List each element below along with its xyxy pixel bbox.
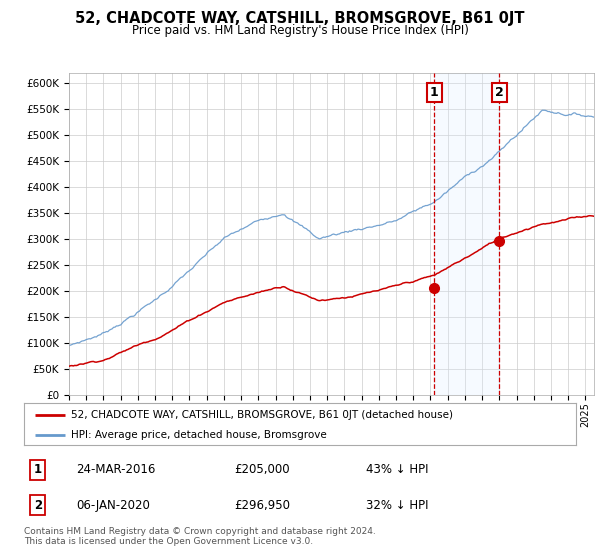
Text: HPI: Average price, detached house, Bromsgrove: HPI: Average price, detached house, Brom… <box>71 430 326 440</box>
Text: 1: 1 <box>430 86 439 99</box>
Text: 32% ↓ HPI: 32% ↓ HPI <box>366 499 429 512</box>
Text: 2: 2 <box>495 86 504 99</box>
Text: £205,000: £205,000 <box>234 463 289 476</box>
Bar <box>434 73 499 395</box>
Text: 06-JAN-2020: 06-JAN-2020 <box>76 499 151 512</box>
Text: 43% ↓ HPI: 43% ↓ HPI <box>366 463 429 476</box>
Text: £296,950: £296,950 <box>234 499 290 512</box>
Text: 2: 2 <box>34 499 42 512</box>
Text: 1: 1 <box>34 463 42 476</box>
Text: Contains HM Land Registry data © Crown copyright and database right 2024.
This d: Contains HM Land Registry data © Crown c… <box>24 526 376 546</box>
Text: 52, CHADCOTE WAY, CATSHILL, BROMSGROVE, B61 0JT: 52, CHADCOTE WAY, CATSHILL, BROMSGROVE, … <box>75 11 525 26</box>
Text: Price paid vs. HM Land Registry's House Price Index (HPI): Price paid vs. HM Land Registry's House … <box>131 24 469 36</box>
Text: 52, CHADCOTE WAY, CATSHILL, BROMSGROVE, B61 0JT (detached house): 52, CHADCOTE WAY, CATSHILL, BROMSGROVE, … <box>71 410 453 420</box>
Text: 24-MAR-2016: 24-MAR-2016 <box>76 463 156 476</box>
